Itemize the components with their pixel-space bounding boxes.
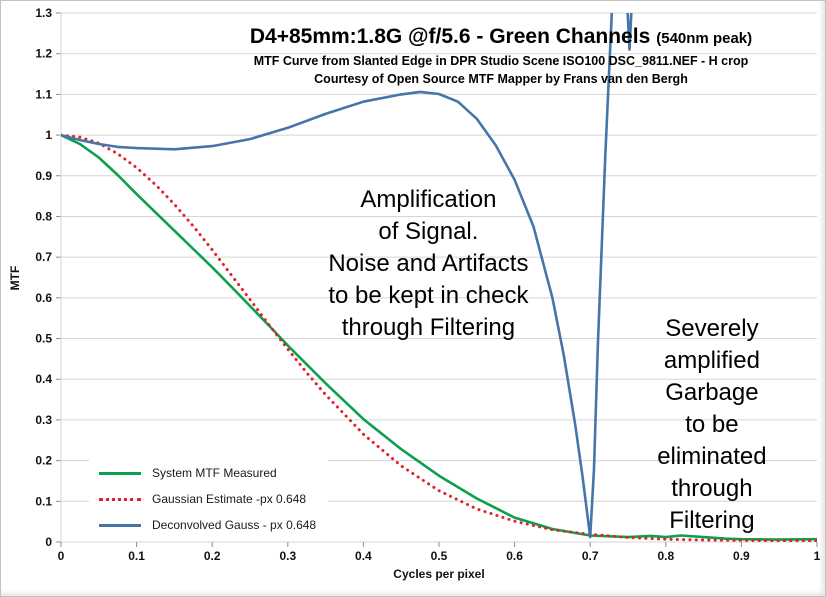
chart-title: D4+85mm:1.8G @f/5.6 - Green Channels (540… bbox=[250, 23, 752, 52]
y-tick-label: 0.1 bbox=[35, 494, 52, 508]
x-tick-label: 0.9 bbox=[733, 549, 750, 563]
x-tick-label: 0.6 bbox=[506, 549, 523, 563]
legend-line-sample bbox=[99, 497, 141, 501]
x-tick-label: 0 bbox=[58, 549, 65, 563]
x-tick-label: 0.2 bbox=[204, 549, 221, 563]
y-tick-label: 0.9 bbox=[35, 169, 52, 183]
y-tick-label: 1.2 bbox=[35, 47, 52, 61]
chart-annotation: Severely amplified Garbage to be elimina… bbox=[657, 314, 767, 534]
x-tick-label: 0.4 bbox=[355, 549, 372, 563]
chart-title-paren: (540nm peak) bbox=[656, 30, 753, 47]
legend-item: Deconvolved Gauss - px 0.648 bbox=[99, 512, 316, 538]
legend-item: Gaussian Estimate -px 0.648 bbox=[99, 486, 316, 512]
y-tick-label: 0.2 bbox=[35, 454, 52, 468]
x-axis-title: Cycles per pixel bbox=[393, 567, 485, 581]
y-tick-label: 0.5 bbox=[35, 332, 52, 346]
legend-label: Gaussian Estimate -px 0.648 bbox=[152, 492, 307, 506]
x-tick-label: 0.7 bbox=[582, 549, 599, 563]
x-tick-label: 0.3 bbox=[279, 549, 296, 563]
y-tick-label: 1.1 bbox=[35, 87, 52, 101]
chart-title-block: D4+85mm:1.8G @f/5.6 - Green Channels (540… bbox=[250, 23, 752, 88]
x-tick-label: 1 bbox=[814, 549, 821, 563]
legend: System MTF Measured Gaussian Estimate -px… bbox=[89, 458, 329, 540]
chart-subtitle-1: MTF Curve from Slanted Edge in DPR Studi… bbox=[253, 54, 749, 68]
series-line-3 bbox=[61, 13, 633, 539]
y-tick-label: 0.8 bbox=[35, 209, 52, 223]
y-tick-label: 0.4 bbox=[35, 372, 52, 386]
x-tick-label: 0.1 bbox=[128, 549, 145, 563]
y-tick-label: 1.3 bbox=[35, 6, 52, 20]
x-tick-label: 0.5 bbox=[431, 549, 448, 563]
legend-item: System MTF Measured bbox=[99, 460, 316, 486]
chart-subtitle-2: Courtesy of Open Source MTF Mapper by Fr… bbox=[314, 72, 688, 86]
chart-annotation: Amplification of Signal. Noise and Artif… bbox=[328, 186, 529, 342]
series-line-1 bbox=[61, 133, 817, 541]
y-tick-label: 1 bbox=[45, 128, 52, 142]
x-tick-label: 0.8 bbox=[657, 549, 674, 563]
y-tick-label: 0.3 bbox=[35, 413, 52, 427]
legend-line-sample bbox=[99, 523, 141, 527]
y-tick-label: 0 bbox=[45, 535, 52, 549]
series-line-2 bbox=[61, 133, 817, 542]
y-axis-title: MTF bbox=[8, 265, 22, 291]
y-tick-label: 0.7 bbox=[35, 250, 52, 264]
legend-label: System MTF Measured bbox=[152, 466, 277, 480]
legend-label: Deconvolved Gauss - px 0.648 bbox=[152, 518, 317, 532]
chart-title-main: D4+85mm:1.8G @f/5.6 - Green Channels bbox=[249, 25, 651, 48]
legend-line-sample bbox=[99, 471, 141, 475]
y-tick-label: 0.6 bbox=[35, 291, 52, 305]
